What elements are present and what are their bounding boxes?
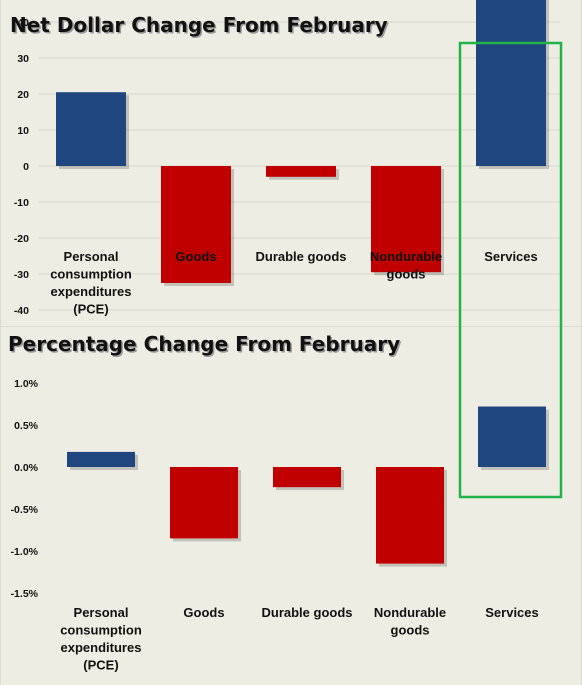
chart-title-shadow: Percentage Change From February [10, 334, 402, 358]
category-label-line: Personal [64, 249, 119, 264]
category-label-line: (PCE) [73, 302, 108, 317]
chart-title: Net Dollar Change From February [10, 13, 388, 37]
category-label: Nondurable goods [374, 605, 446, 638]
y-tick-label: -40 [14, 305, 29, 317]
category-label-line: Nondurable [374, 605, 446, 620]
category-label: Goods [175, 249, 216, 264]
bar-personal-consumption-expenditures-pce [56, 92, 126, 166]
category-label: Durable goods [261, 605, 352, 620]
y-tick-label: -1.5% [11, 588, 39, 600]
bar-nondurable-goods [376, 467, 444, 564]
category-label: Services [485, 605, 539, 620]
bar-personal-consumption-expenditures-pce [67, 451, 135, 467]
y-tick-label: 1.0% [14, 378, 39, 390]
gridlines [38, 21, 560, 311]
category-label-line: Goods [183, 605, 224, 620]
y-tick-label: -0.5% [11, 504, 39, 516]
category-label: Durable goods [255, 249, 346, 264]
category-label-line: expenditures [61, 640, 142, 655]
category-label-line: goods [387, 267, 426, 282]
category-label-line: consumption [50, 267, 132, 282]
chart-title-shadow: Net Dollar Change From February [12, 15, 390, 39]
bar-services [476, 0, 546, 167]
services-highlight-box [458, 41, 563, 499]
category-label-line: Goods [175, 249, 216, 264]
category-label-line: Personal [74, 605, 129, 620]
bar-goods [170, 467, 238, 539]
category-label-line: Durable goods [261, 605, 352, 620]
category-label-line: Services [484, 249, 538, 264]
y-tick-label: -30 [14, 269, 29, 281]
bar-goods [161, 166, 231, 283]
y-tick-label: 0 [23, 161, 29, 173]
y-tick-label: 40 [17, 17, 29, 29]
category-label-line: consumption [60, 623, 142, 638]
category-label-line: Services [485, 605, 539, 620]
category-label-line: Durable goods [255, 249, 346, 264]
bar-durable-goods [266, 166, 336, 177]
chart-title: Percentage Change From February [8, 332, 400, 356]
category-label-line: expenditures [51, 284, 132, 299]
y-tick-label: 20 [17, 89, 29, 101]
bar-services [478, 406, 546, 467]
category-label: Personal consumption expenditures (PCE) [60, 605, 142, 673]
y-tick-label: -10 [14, 197, 29, 209]
y-tick-label: 0.5% [14, 420, 39, 432]
category-label: Nondurable goods [370, 249, 442, 282]
y-tick-label: -20 [14, 233, 29, 245]
category-label-line: goods [391, 623, 430, 638]
y-tick-label: 30 [17, 53, 29, 65]
y-tick-label: 0.0% [14, 462, 39, 474]
bar-durable-goods [273, 467, 341, 488]
category-label: Personal consumption expenditures (PCE) [50, 249, 132, 317]
y-tick-label: 10 [17, 125, 29, 137]
category-label: Goods [183, 605, 224, 620]
category-label-line: (PCE) [83, 658, 118, 673]
category-label: Services [484, 249, 538, 264]
chart-2: Percentage Change From FebruaryPercentag… [8, 332, 549, 673]
category-label-line: Nondurable [370, 249, 442, 264]
bar-nondurable-goods [371, 166, 441, 273]
y-tick-label: -1.0% [11, 546, 39, 558]
